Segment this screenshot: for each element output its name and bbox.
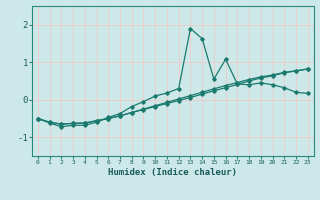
X-axis label: Humidex (Indice chaleur): Humidex (Indice chaleur) (108, 168, 237, 177)
